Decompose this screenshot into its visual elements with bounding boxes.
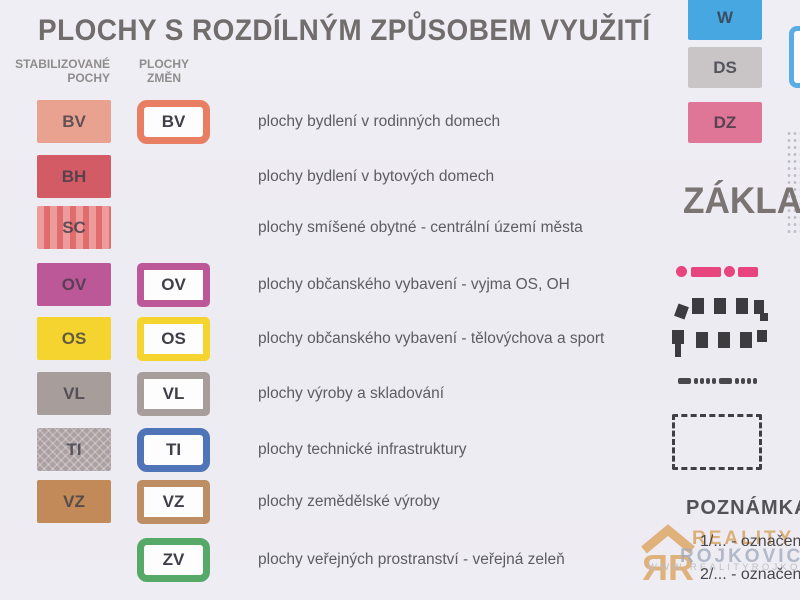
swatch-change-vl: VL <box>137 372 210 416</box>
swatch-stabilized-bh: BH <box>37 155 111 198</box>
legend-description: plochy technické infrastruktury <box>258 441 467 458</box>
column-header-stabilized: STABILIZOVANÉ POCHY <box>15 57 110 85</box>
legend-row-vz: VZ VZ plochy zemědělské výroby <box>0 480 660 525</box>
legend-row-bh: BH plochy bydlení v bytových domech <box>0 155 660 200</box>
swatch-ds: DS <box>688 47 762 88</box>
cutoff-outline-swatch <box>789 26 800 88</box>
swatch-stabilized-vz: VZ <box>37 480 111 523</box>
swatch-stabilized-os: OS <box>37 317 111 360</box>
svg-text:ЯR: ЯR <box>642 547 694 588</box>
legend-row-vl: VL VL plochy výroby a skladování <box>0 372 660 417</box>
swatch-stabilized-sc: SC <box>37 206 111 249</box>
legend-description: plochy veřejných prostranství - veřejná … <box>258 551 565 568</box>
legend-row-zv: ZV plochy veřejných prostranství - veřej… <box>0 538 660 583</box>
note-line-1: 1/... - označení p <box>700 533 800 550</box>
boundary-symbol-dashed-rect <box>672 414 762 470</box>
swatch-change-vz: VZ <box>137 480 210 524</box>
legend-description: plochy zemědělské výroby <box>258 493 440 510</box>
watermark-brand-top: REALITY <box>692 528 795 549</box>
legend-description: plochy občanského vybavení - vyjma OS, O… <box>258 276 570 293</box>
legend-description: plochy občanského vybavení - tělovýchova… <box>258 330 605 347</box>
swatch-stabilized-ov: OV <box>37 263 111 306</box>
legend-row-os: OS OS plochy občanského vybavení - tělov… <box>0 317 660 362</box>
swatch-stabilized-bv: BV <box>37 100 111 143</box>
swatch-stabilized-vl: VL <box>37 372 111 415</box>
swatch-change-ti: TI <box>137 428 210 472</box>
swatch-change-bv: BV <box>137 100 210 144</box>
swatch-change-zv: ZV <box>137 538 210 582</box>
watermark-brand-bottom: ROJKOVIC <box>680 546 800 567</box>
legend-description: plochy bydlení v rodinných domech <box>258 113 501 130</box>
legend-row-ti: TI TI plochy technické infrastruktury <box>0 428 660 473</box>
legend-description: plochy výroby a skladování <box>258 385 445 402</box>
realty-logo-icon: ЯR <box>638 522 698 600</box>
legend-description: plochy smíšené obytné - centrální území … <box>258 219 583 236</box>
swatch-w: W <box>688 0 762 40</box>
legend-description: plochy bydlení v bytových domech <box>258 168 495 185</box>
legend-row-sc: SC plochy smíšené obytné - centrální úze… <box>0 206 660 251</box>
right-section-heading: ZÁKLA <box>683 180 800 221</box>
legend-row-ov: OV OV plochy občanského vybavení - vyjma… <box>0 263 660 308</box>
column-header-changes: PLOCHY ZMĚN <box>138 57 189 85</box>
swatch-change-ov: OV <box>137 263 210 307</box>
swatch-dz: DZ <box>688 102 762 143</box>
page-title: PLOCHY S ROZDÍLNÝM ZPŮSOBEM VYUŽITÍ <box>38 14 651 47</box>
swatch-stabilized-ti: TI <box>37 428 111 471</box>
swatch-change-os: OS <box>137 317 210 361</box>
legend-row-bv: BV BV plochy bydlení v rodinných domech <box>0 100 660 145</box>
cutoff-dot-pattern <box>786 130 800 235</box>
note-line-2: 2/... - označení p <box>700 566 800 583</box>
note-title: POZNÁMKA: <box>686 497 800 519</box>
